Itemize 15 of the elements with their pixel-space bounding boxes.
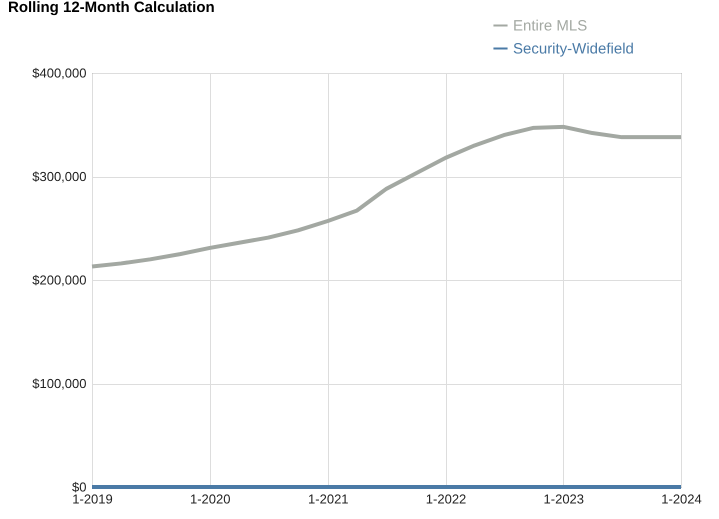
x-tick-label: 1-2022 xyxy=(426,492,466,506)
x-tick-label: 1-2021 xyxy=(308,492,349,506)
line-series xyxy=(90,124,683,269)
y-tick-label: $0 xyxy=(72,480,86,494)
x-tick-label: 1-2024 xyxy=(661,492,702,506)
y-tick-label: $200,000 xyxy=(32,272,86,288)
chart-title: Rolling 12-Month Calculation xyxy=(8,0,215,16)
x-tick-label: 1-2020 xyxy=(190,492,230,506)
y-tick-label: $100,000 xyxy=(32,376,86,391)
legend-label: Security-Widefield xyxy=(513,40,634,58)
x-tick-label: 1-2023 xyxy=(544,492,584,506)
y-tick-label: $400,000 xyxy=(32,66,86,80)
x-tick-label: 1-2019 xyxy=(72,492,113,506)
legend-label: Entire MLS xyxy=(513,18,588,34)
y-tick-label: $300,000 xyxy=(32,169,86,184)
